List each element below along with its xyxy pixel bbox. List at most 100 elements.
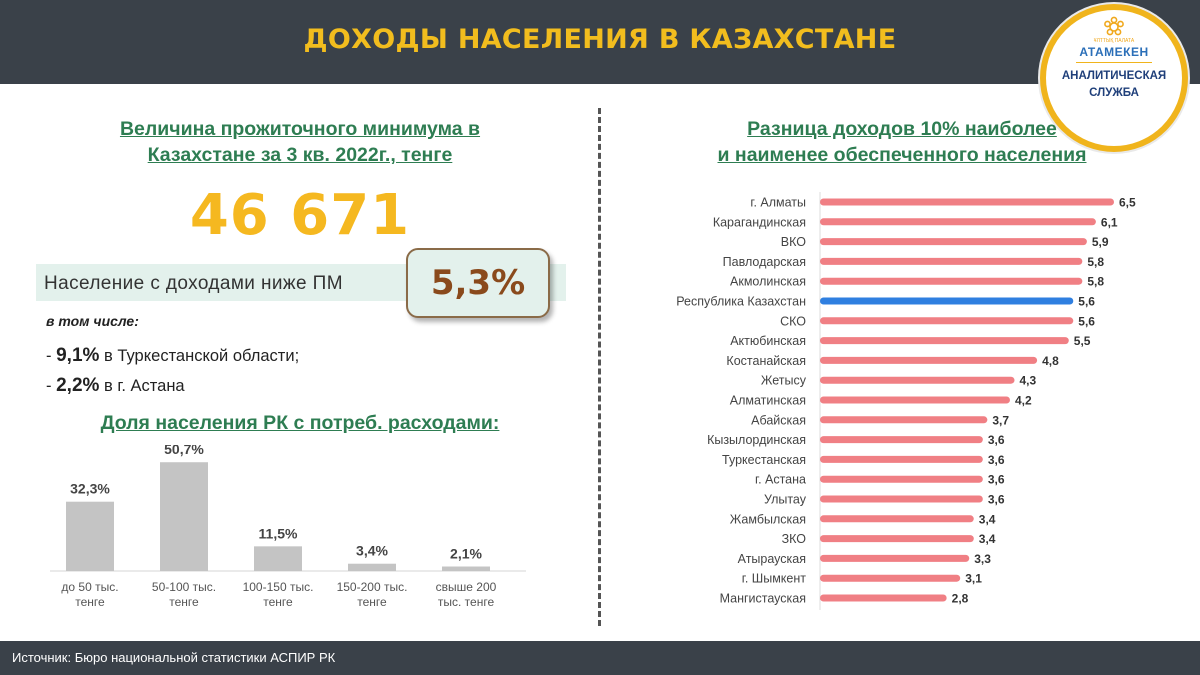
gap-category-label: г. Астана <box>755 473 806 487</box>
gap-category-label: ЗКО <box>782 532 807 546</box>
atameken-logo: ҰЛТТЫҚ ПАЛАТА АТАМЕКЕН АНАЛИТИЧЕСКАЯ СЛУ… <box>1040 4 1188 152</box>
gap-bar-highlight <box>820 297 1074 305</box>
below-pm-label: Население с доходами ниже ПМ <box>44 273 343 294</box>
gap-value-label: 4,2 <box>1015 394 1032 408</box>
atameken-emblem-icon <box>1104 16 1124 36</box>
spending-bar <box>348 563 396 571</box>
gap-category-label: Улытау <box>764 493 807 507</box>
gap-bar <box>820 495 983 503</box>
income-gap-title-line2: и наименее обеспеченного населения <box>717 144 1087 166</box>
gap-value-label: 3,3 <box>974 552 991 566</box>
gap-value-label: 5,6 <box>1078 314 1095 328</box>
gap-value-label: 3,6 <box>988 433 1005 447</box>
gap-bar <box>820 218 1096 226</box>
gap-value-label: 2,8 <box>952 592 969 606</box>
gap-bar <box>820 554 970 562</box>
logo-brand: АТАМЕКЕН <box>1079 45 1149 59</box>
gap-bar <box>820 277 1083 285</box>
gap-category-label: СКО <box>780 314 806 328</box>
gap-value-label: 3,4 <box>979 512 996 526</box>
gap-category-label: г. Шымкент <box>742 572 806 586</box>
header-bar <box>0 0 1200 84</box>
gap-value-label: 4,8 <box>1042 354 1059 368</box>
gap-category-label: Карагандинская <box>713 215 806 229</box>
subsistence-title-line1: Величина прожиточного минимума в <box>119 118 481 140</box>
spending-category-label: 150-200 тыс. <box>337 580 408 594</box>
spending-bar <box>442 566 490 571</box>
spending-bar <box>254 546 302 571</box>
spending-category-label: до 50 тыс. <box>61 580 118 594</box>
page-title: ДОХОДЫ НАСЕЛЕНИЯ В КАЗАХСТАНЕ <box>303 24 897 55</box>
gap-bar <box>820 257 1083 265</box>
gap-bar <box>820 436 983 444</box>
subsistence-minimum-title: Величина прожиточного минимума в Казахст… <box>60 116 540 168</box>
gap-bar <box>820 515 974 523</box>
logo-small-text: ҰЛТТЫҚ ПАЛАТА <box>1093 38 1135 44</box>
logo-caption-line1: АНАЛИТИЧЕСКАЯ <box>1061 70 1167 82</box>
footer-bar <box>0 641 1200 675</box>
gap-value-label: 3,6 <box>988 473 1005 487</box>
region-item-turkestan: - 9,1% в Туркестанской области; <box>46 345 299 367</box>
income-gap-chart: г. Алматы 6,5 Карагандинская 6,1 ВКО 5,9 Павло… <box>676 192 1136 610</box>
gap-category-label: Атырауская <box>738 552 806 566</box>
gap-category-label: г. Алматы <box>750 196 806 210</box>
gap-bar <box>820 198 1114 206</box>
spending-category-label: 50-100 тыс. <box>152 580 216 594</box>
gap-category-label: ВКО <box>781 235 806 249</box>
below-pm-value: 5,3% <box>430 263 526 303</box>
spending-category-label: 100-150 тыс. <box>243 580 314 594</box>
item-value: 2,2% <box>56 375 100 396</box>
gap-value-label: 4,3 <box>1019 374 1036 388</box>
gap-bar <box>820 416 988 424</box>
item-prefix: - <box>46 377 57 395</box>
gap-bar <box>820 594 947 602</box>
spending-category-label: тенге <box>169 595 199 609</box>
including-label: в том числе: <box>46 313 139 329</box>
income-gap-title: Разница доходов 10% наиболее и наименее … <box>632 116 1172 168</box>
item-text: в г. Астана <box>99 377 185 395</box>
spending-value-label: 3,4% <box>356 543 388 559</box>
gap-value-label: 5,8 <box>1087 275 1104 289</box>
gap-category-label: Кызылординская <box>707 433 806 447</box>
gap-value-label: 5,6 <box>1078 295 1095 309</box>
gap-value-label: 3,4 <box>979 532 996 546</box>
spending-share-title: Доля населения РК с потреб. расходами: <box>100 412 500 434</box>
gap-bar <box>820 376 1015 384</box>
gap-value-label: 6,5 <box>1119 196 1136 210</box>
gap-bar <box>820 337 1069 345</box>
gap-category-label: Жамбылская <box>730 512 806 526</box>
gap-category-label: Абайская <box>751 413 806 427</box>
gap-category-label: Мангистауская <box>720 592 806 606</box>
gap-category-label: Актюбинская <box>730 334 806 348</box>
spending-category-label: тенге <box>75 595 105 609</box>
gap-value-label: 3,6 <box>988 493 1005 507</box>
spending-category-label: тенге <box>357 595 387 609</box>
gap-value-label: 6,1 <box>1101 215 1118 229</box>
spending-bar <box>160 462 208 571</box>
gap-bar <box>820 475 983 483</box>
logo-divider <box>1076 62 1152 63</box>
gap-value-label: 3,1 <box>965 572 982 586</box>
gap-value-label: 5,9 <box>1092 235 1109 249</box>
section-divider <box>598 108 601 626</box>
gap-bar <box>820 238 1087 246</box>
gap-category-label: Алматинская <box>730 394 806 408</box>
subsistence-minimum-value: 46 671 <box>189 183 411 248</box>
gap-bar <box>820 455 983 463</box>
spending-bar <box>66 501 114 571</box>
below-pm-box <box>406 248 550 318</box>
gap-bar <box>820 535 974 543</box>
logo-caption-line2: СЛУЖБА <box>1089 87 1139 99</box>
gap-category-label: Туркестанская <box>722 453 806 467</box>
gap-bar <box>820 574 961 582</box>
gap-category-label: Республика Казахстан <box>676 295 806 309</box>
income-gap-title-line1: Разница доходов 10% наиболее <box>747 118 1057 140</box>
spending-category-label: тыс. тенге <box>438 595 495 609</box>
gap-bar <box>820 356 1038 364</box>
subsistence-title-line2: Казахстане за 3 кв. 2022г., тенге <box>147 144 453 166</box>
spending-value-label: 2,1% <box>450 545 482 561</box>
item-text: в Туркестанской области; <box>99 347 300 365</box>
region-item-astana: - 2,2% в г. Астана <box>46 375 185 397</box>
item-value: 9,1% <box>56 345 100 366</box>
